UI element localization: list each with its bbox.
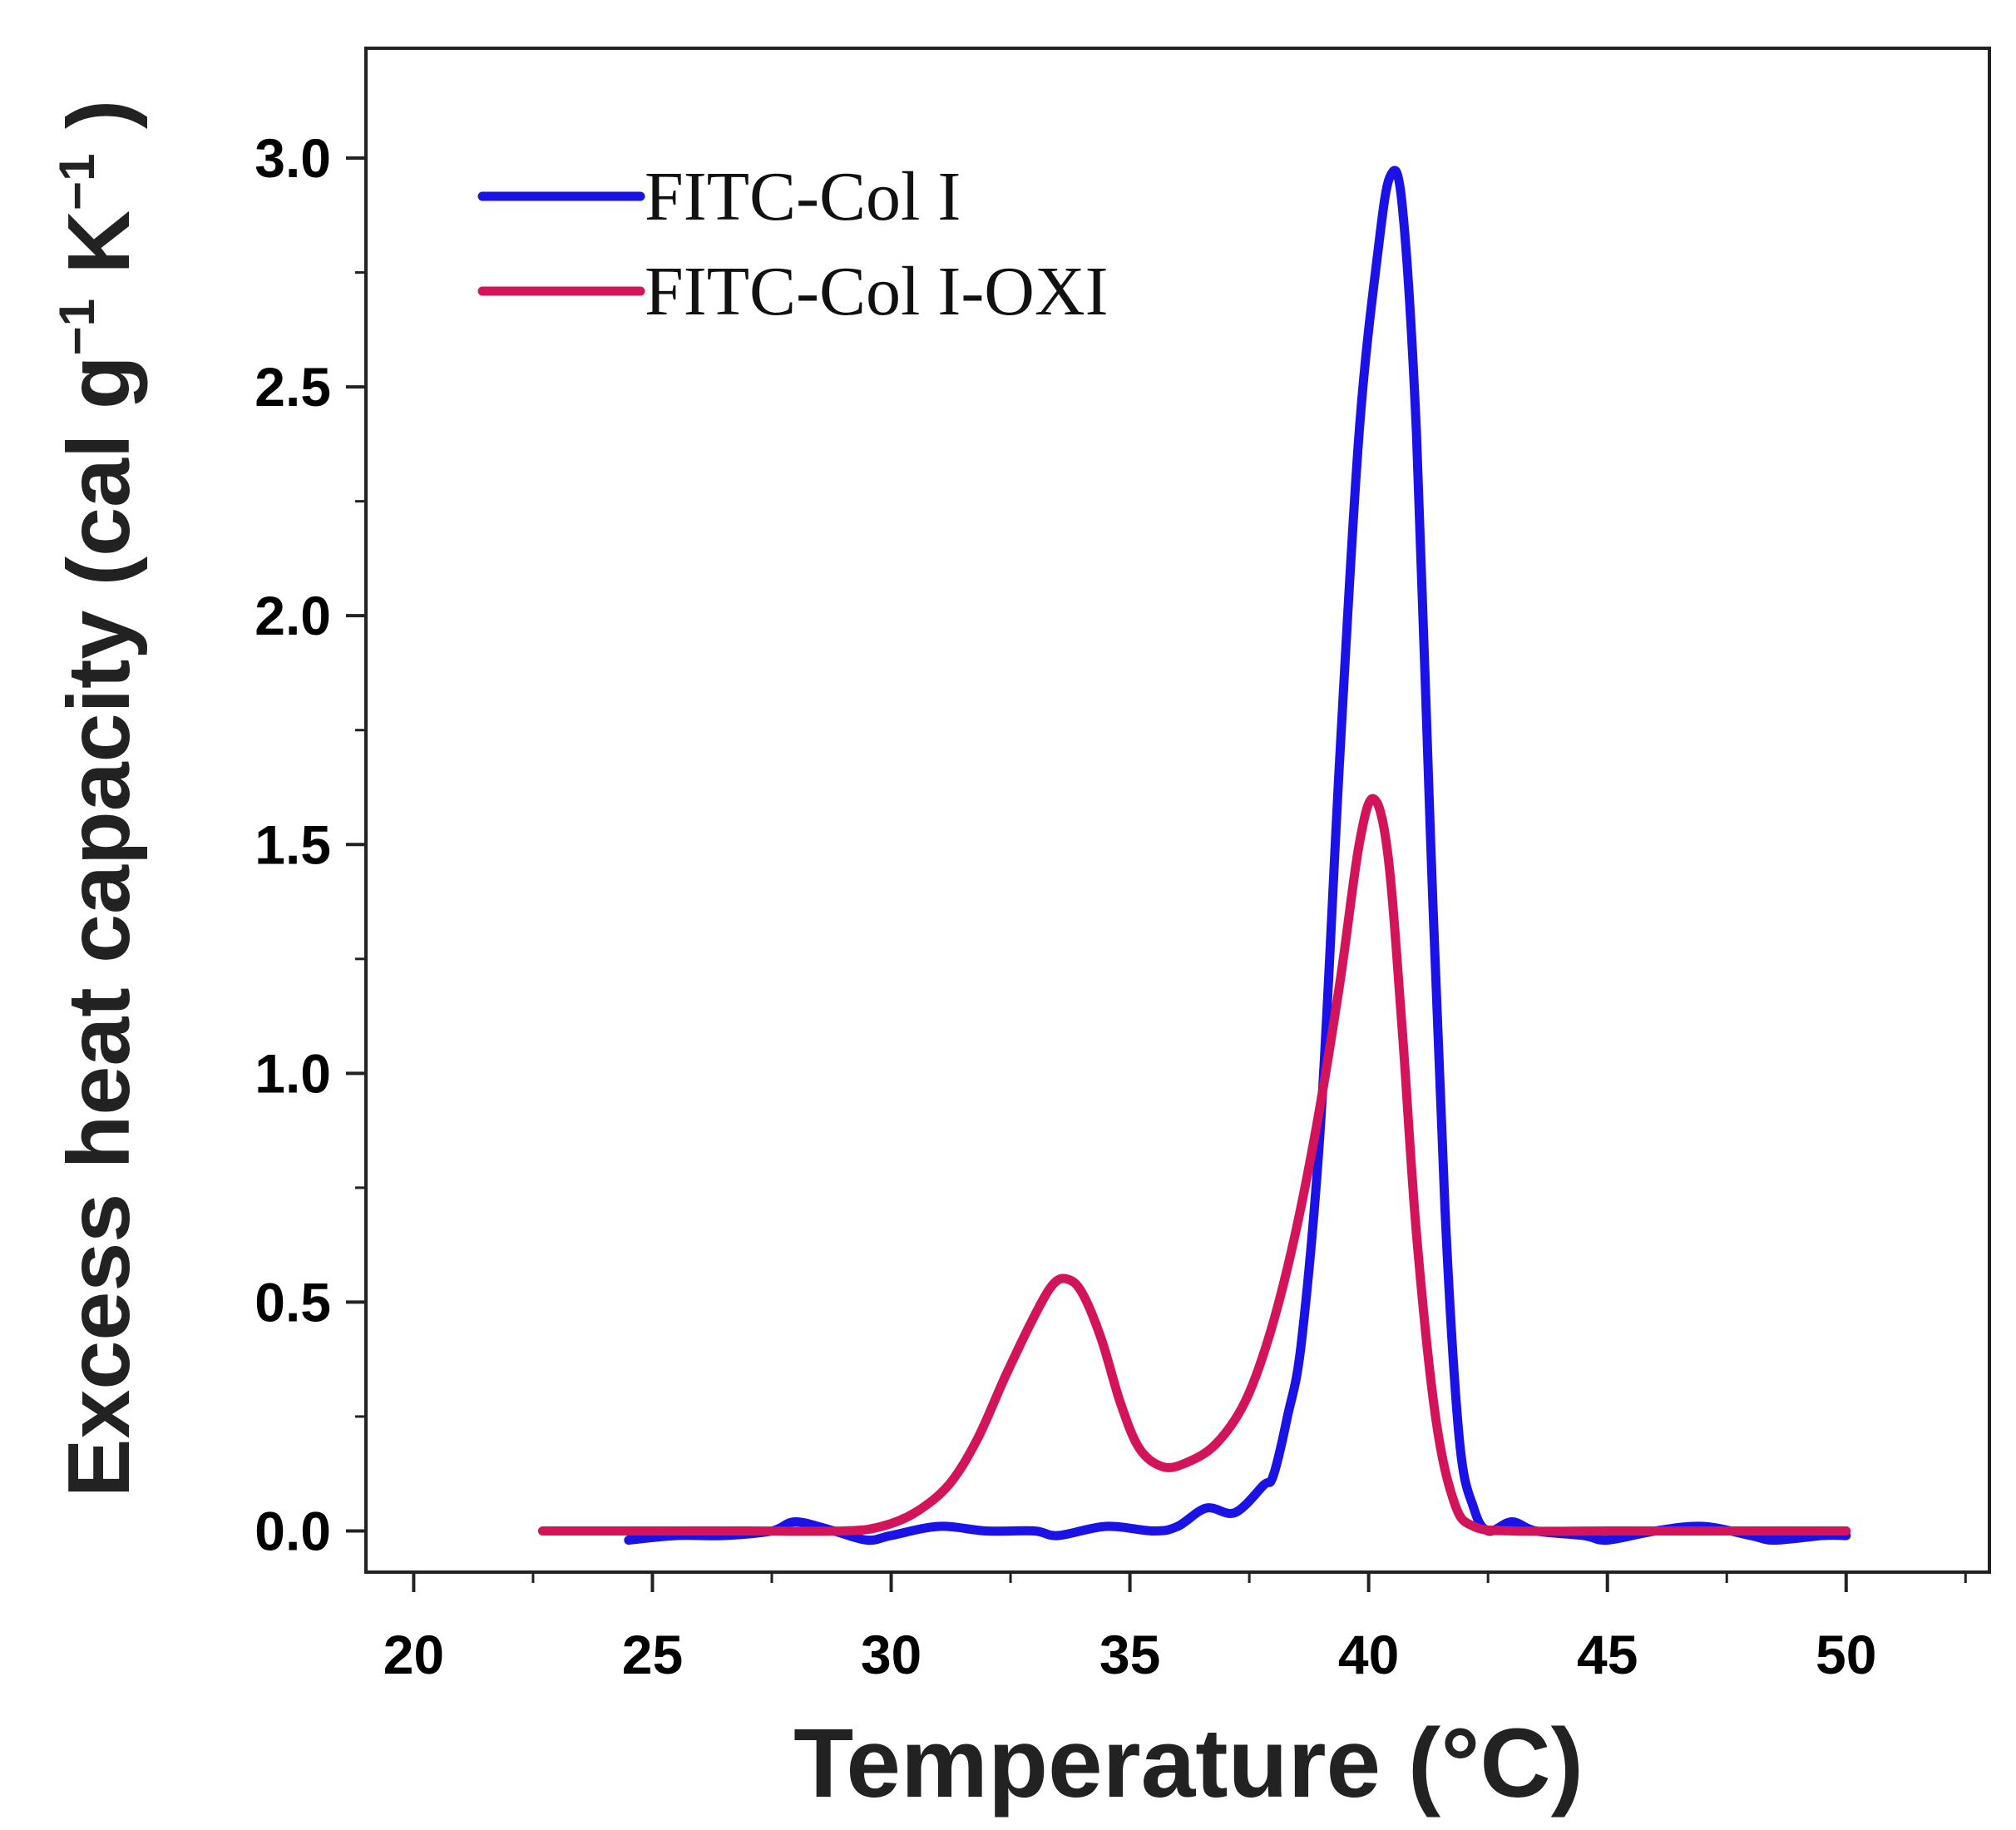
y-axis-title-exponent-1: −1 [49, 299, 105, 355]
x-tick-label: 20 [383, 1624, 444, 1685]
plot-area-frame [364, 47, 1991, 1574]
y-axis-title-base: Excess heat capacity (cal g [50, 355, 148, 1497]
x-tick-label: 40 [1338, 1624, 1399, 1685]
y-axis-title: Excess heat capacity (cal g−1 K−1 ) [49, 100, 148, 1497]
legend-label-fitc-col-i: FITC-Col I [645, 158, 961, 235]
y-tick-label: 1.5 [254, 814, 331, 875]
legend: FITC-Col I FITC-Col I-OXI [477, 158, 1109, 330]
y-axis-tick-labels: 0.0 0.5 1.0 1.5 2.0 2.5 3.0 [254, 127, 331, 1561]
x-axis-ticks [412, 1572, 1967, 1592]
y-tick-label: 3.0 [254, 127, 331, 189]
x-tick-label: 25 [622, 1624, 683, 1685]
data-series [537, 166, 1851, 1546]
x-tick-label: 35 [1099, 1624, 1160, 1685]
x-tick-label: 45 [1577, 1624, 1638, 1685]
legend-label-fitc-col-i-oxi: FITC-Col I-OXI [645, 253, 1109, 330]
y-tick-label: 2.0 [254, 585, 331, 646]
y-tick-label: 1.0 [254, 1042, 331, 1104]
y-axis-title-end: ) [50, 100, 148, 154]
series-line-fitc-col-i [624, 166, 1851, 1546]
x-axis-title: Temperature (°C) [793, 1709, 1584, 1818]
y-axis-title-mid: K [50, 210, 148, 299]
y-tick-label: 2.5 [254, 356, 331, 418]
series-line-fitc-col-i-oxi [537, 794, 1851, 1536]
y-tick-label: 0.5 [254, 1271, 331, 1333]
y-axis-title-exponent-2: −1 [49, 154, 105, 210]
y-axis-ticks [346, 156, 366, 1533]
x-tick-label: 30 [861, 1624, 922, 1685]
x-axis-tick-labels: 20 25 30 35 40 45 50 [383, 1624, 1877, 1685]
y-tick-label: 0.0 [254, 1500, 331, 1561]
x-tick-label: 50 [1816, 1624, 1876, 1685]
